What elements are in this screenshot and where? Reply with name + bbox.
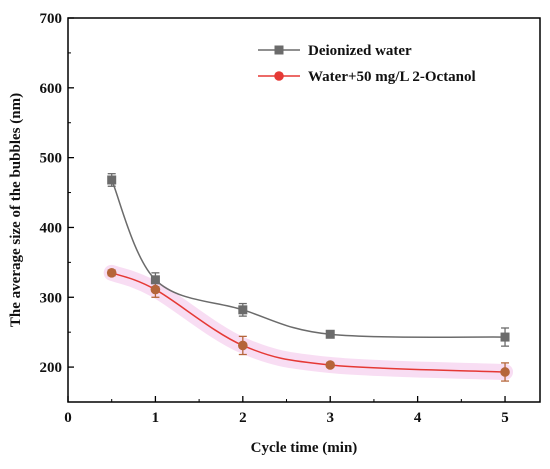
x-tick-label: 5	[501, 410, 509, 426]
legend-label-series-1: Deionized water	[308, 43, 412, 59]
data-point-square	[150, 275, 160, 285]
x-tick-label: 1	[152, 410, 160, 426]
series-halo-layer	[103, 264, 514, 380]
y-tick-label: 400	[40, 220, 63, 236]
x-tick-label: 2	[239, 410, 247, 426]
plot-frame	[67, 17, 541, 403]
y-axis-label: The average size of the bubbles (nm)	[8, 93, 24, 327]
data-point-circle	[238, 340, 248, 351]
x-tick-label: 4	[414, 410, 422, 426]
data-points-layer	[106, 175, 510, 377]
error-bars-layer	[107, 173, 510, 382]
data-point-circle	[500, 367, 510, 377]
axes-layer	[67, 17, 541, 403]
data-point-circle	[325, 360, 336, 370]
data-point-square	[107, 175, 117, 185]
series-halo	[103, 264, 514, 380]
x-tick-label: 3	[326, 410, 334, 426]
y-tick-label: 200	[40, 360, 63, 376]
y-tick-label: 700	[40, 11, 63, 27]
legend-marker-square	[274, 45, 284, 55]
labels-layer: 0 1 2 3 4 5 200 300 400 500 600 700 Cycle time (min)…	[8, 11, 509, 456]
x-axis-label: Cycle time (min)	[251, 440, 358, 456]
fit-curves-layer	[111, 179, 506, 373]
legend-label-series-2: Water+50 mg/L 2-Octanol	[308, 69, 476, 85]
y-tick-label: 300	[40, 290, 63, 306]
data-point-square	[325, 329, 335, 339]
data-point-square	[238, 305, 248, 315]
y-tick-label: 500	[40, 151, 63, 167]
legend: Deionized water Water+50 mg/L 2-Octanol	[258, 43, 476, 85]
x-tick-label: 0	[64, 410, 72, 426]
data-point-square	[500, 332, 510, 342]
legend-marker-circle	[274, 71, 284, 81]
fit-curve-series-1	[111, 179, 506, 338]
data-point-circle	[106, 268, 117, 278]
data-point-circle	[150, 284, 161, 295]
y-tick-label: 600	[40, 81, 63, 97]
